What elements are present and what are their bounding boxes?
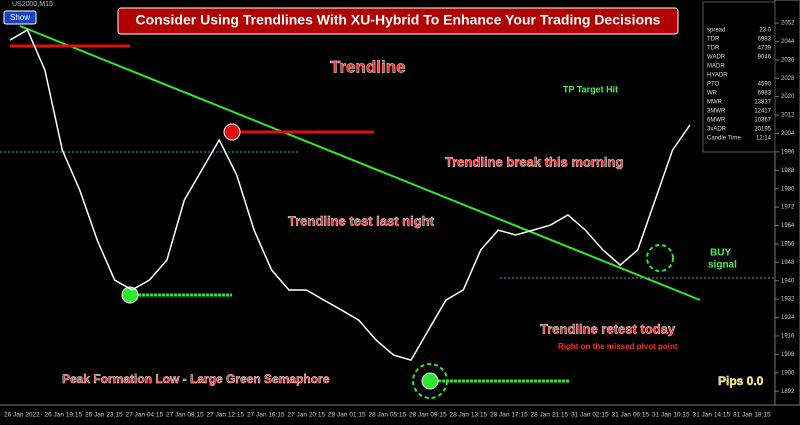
price-axis — [774, 0, 800, 406]
chart-title: Consider Using Trendlines With XU-Hybrid… — [136, 12, 661, 28]
x-tick-label: 27 Jan 04:15 — [126, 412, 164, 419]
info-value: 20195 — [754, 127, 771, 133]
y-tick-label: 1924 — [781, 315, 795, 321]
info-key: TDR — [707, 37, 720, 43]
info-value: 12:14 — [756, 136, 772, 142]
y-tick-label: 1900 — [781, 370, 795, 376]
annotation: Trendline retest today — [540, 321, 676, 336]
info-key: 3xADR — [707, 127, 727, 133]
highlight-circle — [646, 244, 674, 272]
y-tick-label: 1940 — [781, 278, 795, 284]
y-tick-label: 1892 — [781, 389, 795, 395]
info-value: 10367 — [754, 118, 771, 124]
y-tick-label: 1964 — [781, 223, 795, 229]
y-tick-label: 2012 — [781, 113, 795, 119]
highlight-circle — [412, 363, 448, 399]
info-value: 23.0 — [759, 28, 771, 34]
semaphore — [421, 372, 439, 390]
info-key: WADR — [707, 55, 726, 61]
info-value: 6983 — [758, 37, 772, 43]
annotation: signal — [708, 260, 737, 271]
annotation: Trendline — [330, 57, 406, 76]
annotation: Trendline break this morning — [445, 154, 623, 169]
x-tick-label: 26 Jan 23:15 — [85, 412, 123, 419]
annotation: Right on the missed pivot point — [558, 342, 678, 351]
info-value: 4590 — [758, 82, 772, 88]
x-tick-label: 26 Jan 2022 — [4, 412, 40, 419]
y-tick-label: 1932 — [781, 297, 795, 303]
x-tick-label: 27 Jan 08:15 — [166, 412, 204, 419]
semaphore — [223, 123, 241, 141]
info-key: WR — [707, 91, 718, 97]
trendline — [19, 25, 701, 301]
info-key: 3MWR — [707, 109, 726, 115]
info-key: MADR — [707, 64, 725, 70]
title-box — [117, 7, 679, 35]
info-key: Candle Time — [707, 136, 741, 142]
y-tick-label: 1996 — [781, 149, 795, 155]
y-tick-label: 1972 — [781, 205, 795, 211]
y-tick-label: 2004 — [781, 131, 795, 137]
y-tick-label: 1916 — [781, 334, 795, 340]
y-tick-label: 2028 — [781, 76, 795, 82]
x-tick-label: 31 Jan 14:15 — [693, 412, 731, 419]
x-tick-label: 28 Jan 09:15 — [409, 412, 447, 419]
y-tick-label: 1956 — [781, 241, 795, 247]
info-key: spread — [707, 28, 725, 34]
y-tick-label: 1908 — [781, 352, 795, 358]
info-value: 12417 — [754, 109, 771, 115]
x-tick-label: 28 Jan 17:15 — [490, 412, 528, 419]
y-tick-label: 1988 — [781, 168, 795, 174]
y-tick-label: 2020 — [781, 94, 795, 100]
annotation: Peak Formation Low - Large Green Semapho… — [62, 372, 330, 386]
x-tick-label: 28 Jan 13:15 — [450, 412, 488, 419]
info-value: 6983 — [758, 91, 772, 97]
y-tick-label: 1980 — [781, 186, 795, 192]
info-key: HYADR — [707, 73, 728, 79]
annotation: BUY — [710, 248, 731, 259]
y-tick-label: 2044 — [781, 39, 795, 45]
x-tick-label: 26 Jan 19:15 — [45, 412, 83, 419]
show-button[interactable] — [3, 10, 37, 25]
semaphore — [121, 286, 139, 304]
x-tick-label: 31 Jan 06:15 — [612, 412, 650, 419]
annotation: Trendline test last night — [288, 213, 435, 228]
x-tick-label: 31 Jan 02:15 — [571, 412, 609, 419]
x-tick-label: 27 Jan 16:15 — [247, 412, 285, 419]
info-panel — [702, 1, 776, 153]
info-key: PTO — [707, 82, 720, 88]
annotation: Pips 0.0 — [718, 374, 764, 388]
info-value: 9046 — [758, 55, 772, 61]
show-button-label[interactable]: Show — [10, 13, 30, 22]
y-tick-label: 1948 — [781, 260, 795, 266]
y-tick-label: 2036 — [781, 57, 795, 63]
info-key: MWR — [707, 100, 723, 106]
x-tick-label: 31 Jan 10:15 — [652, 412, 690, 419]
symbol: US2000,M15 — [12, 1, 53, 8]
info-value: 13837 — [754, 100, 771, 106]
y-tick-label: 2052 — [781, 21, 795, 27]
info-key: TDR — [707, 46, 720, 52]
price-line — [9, 28, 691, 362]
x-tick-label: 27 Jan 20:15 — [288, 412, 326, 419]
x-tick-label: 28 Jan 05:15 — [369, 412, 407, 419]
info-value: 4739 — [758, 46, 772, 52]
x-tick-label: 28 Jan 01:15 — [328, 412, 366, 419]
info-key: 6MWR — [707, 118, 726, 124]
x-tick-label: 28 Jan 21:15 — [531, 412, 569, 419]
x-tick-label: 31 Jan 18:15 — [733, 412, 771, 419]
x-tick-label: 27 Jan 12:15 — [207, 412, 245, 419]
annotation: TP Target Hit — [563, 84, 618, 94]
